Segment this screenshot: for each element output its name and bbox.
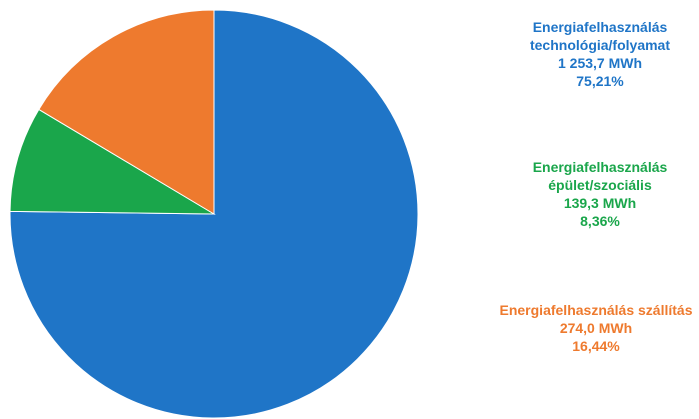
- legend-transport-value: 274,0 MWh: [559, 320, 633, 336]
- legend-technology-process: Energiafelhasználás technológia/folyamat…: [510, 18, 690, 90]
- legend-technology-value: 1 253,7 MWh: [557, 55, 643, 71]
- pie-slice-building: [9, 108, 216, 215]
- legend-transport-percent: 16,44%: [572, 338, 620, 354]
- legend-transport: Energiafelhasználás szállítás 274,0 MWh …: [493, 301, 699, 355]
- legend-technology-percent: 75,21%: [576, 73, 624, 89]
- legend-building-social: Energiafelhasználás épület/szociális 139…: [510, 158, 690, 230]
- legend-building-value: 139,3 MWh: [563, 195, 637, 211]
- legend-technology-subtitle: technológia/folyamat: [529, 37, 671, 53]
- legend-technology-title: Energiafelhasználás: [532, 19, 668, 35]
- legend-building-percent: 8,36%: [580, 213, 620, 229]
- pie-slice-transport: [38, 9, 215, 215]
- legend-building-title: Energiafelhasználás: [532, 159, 668, 175]
- legend-transport-title: Energiafelhasználás szállítás: [499, 302, 693, 318]
- pie-slices: [9, 9, 419, 419]
- legend-building-subtitle: épület/szociális: [548, 177, 652, 193]
